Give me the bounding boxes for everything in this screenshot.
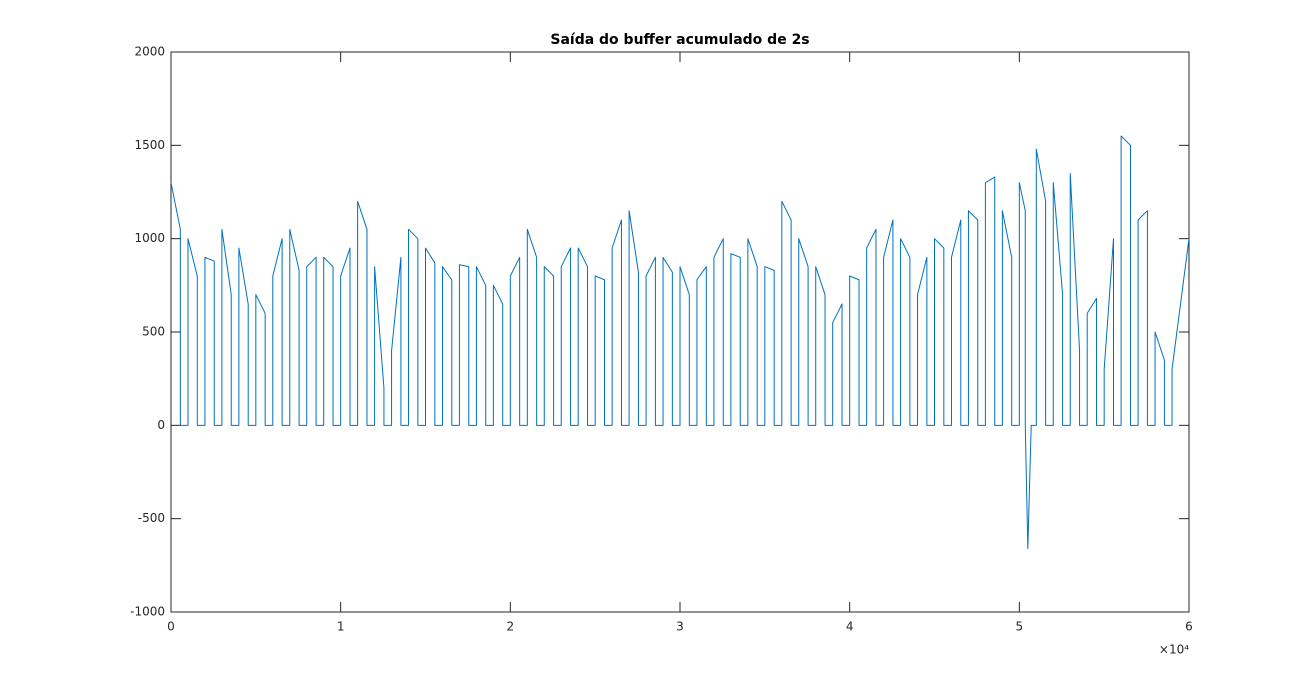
- x-tick-label: 6: [1185, 620, 1193, 634]
- x-tick-label: 1: [337, 620, 345, 634]
- y-tick-label: 1000: [134, 231, 165, 245]
- y-tick-label: 500: [142, 325, 165, 339]
- x-tick-label: 4: [846, 620, 854, 634]
- x-tick-label: 3: [676, 620, 684, 634]
- x-exponent-label: ×10⁴: [1159, 643, 1189, 657]
- y-tick-label: 0: [157, 418, 165, 432]
- y-tick-label: 1500: [134, 138, 165, 152]
- x-tick-label: 0: [167, 620, 175, 634]
- data-line: [170, 135, 1190, 550]
- chart-title: Saída do buffer acumulado de 2s: [550, 32, 809, 48]
- x-tick-label: 2: [507, 620, 515, 634]
- y-tick-label: -1000: [130, 605, 165, 619]
- y-tick-label: 2000: [134, 45, 165, 59]
- y-tick-label: -500: [138, 511, 165, 525]
- x-tick-label: 5: [1016, 620, 1024, 634]
